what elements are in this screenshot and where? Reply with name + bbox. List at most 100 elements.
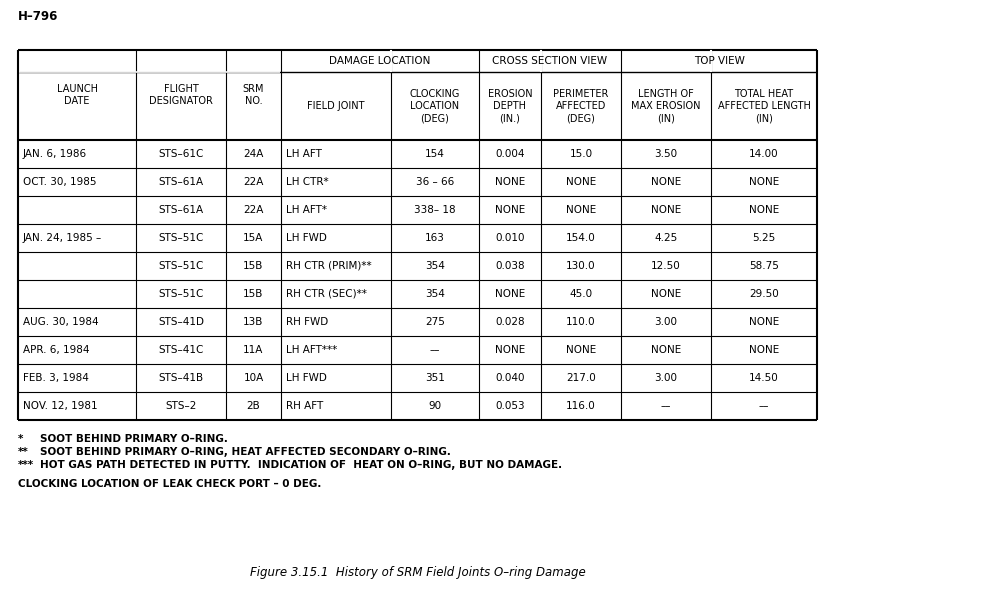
Text: EROSION
DEPTH
(IN.): EROSION DEPTH (IN.)	[488, 89, 532, 124]
Text: NONE: NONE	[651, 345, 681, 355]
Text: CROSS SECTION VIEW: CROSS SECTION VIEW	[493, 56, 607, 66]
Text: 22A: 22A	[243, 177, 264, 187]
Text: 4.25: 4.25	[655, 233, 677, 243]
Text: 13B: 13B	[243, 317, 264, 327]
Text: 338– 18: 338– 18	[414, 205, 456, 215]
Text: 0.004: 0.004	[495, 149, 525, 159]
Text: 15B: 15B	[243, 289, 264, 299]
Text: 154.0: 154.0	[566, 233, 596, 243]
Text: 275: 275	[425, 317, 445, 327]
Text: TOTAL HEAT
AFFECTED LENGTH
(IN): TOTAL HEAT AFFECTED LENGTH (IN)	[718, 89, 810, 124]
Text: 3.00: 3.00	[655, 373, 677, 383]
Text: 15.0: 15.0	[570, 149, 592, 159]
Text: NONE: NONE	[749, 177, 779, 187]
Text: RH CTR (PRIM)**: RH CTR (PRIM)**	[286, 261, 372, 271]
Text: 14.00: 14.00	[750, 149, 778, 159]
Text: FLIGHT
DESIGNATOR: FLIGHT DESIGNATOR	[149, 84, 213, 106]
Text: LH FWD: LH FWD	[286, 373, 327, 383]
Text: STS–61C: STS–61C	[158, 149, 204, 159]
Text: NONE: NONE	[651, 289, 681, 299]
Text: NONE: NONE	[494, 177, 525, 187]
Text: LH AFT*: LH AFT*	[286, 205, 327, 215]
Text: STS–41B: STS–41B	[158, 373, 204, 383]
Text: 14.50: 14.50	[749, 373, 779, 383]
Text: LH CTR*: LH CTR*	[286, 177, 328, 187]
Text: ––: ––	[759, 401, 769, 411]
Text: H–796: H–796	[18, 10, 58, 23]
Text: 154: 154	[425, 149, 445, 159]
Text: NONE: NONE	[749, 205, 779, 215]
Text: 116.0: 116.0	[566, 401, 596, 411]
Text: NONE: NONE	[651, 177, 681, 187]
Text: 5.25: 5.25	[753, 233, 775, 243]
Text: Figure 3.15.1  History of SRM Field Joints O–ring Damage: Figure 3.15.1 History of SRM Field Joint…	[249, 566, 585, 579]
Text: 58.75: 58.75	[749, 261, 779, 271]
Text: 110.0: 110.0	[566, 317, 595, 327]
Text: NONE: NONE	[749, 317, 779, 327]
Text: 15B: 15B	[243, 261, 264, 271]
Text: AUG. 30, 1984: AUG. 30, 1984	[23, 317, 99, 327]
Text: PERIMETER
AFFECTED
(DEG): PERIMETER AFFECTED (DEG)	[553, 89, 608, 124]
Text: APR. 6, 1984: APR. 6, 1984	[23, 345, 89, 355]
Text: 0.038: 0.038	[495, 261, 525, 271]
Text: CLOCKING LOCATION OF LEAK CHECK PORT – 0 DEG.: CLOCKING LOCATION OF LEAK CHECK PORT – 0…	[18, 479, 321, 489]
Text: NOV. 12, 1981: NOV. 12, 1981	[23, 401, 98, 411]
Text: 10A: 10A	[243, 373, 264, 383]
Text: ***: ***	[18, 460, 35, 470]
Text: 90: 90	[428, 401, 441, 411]
Text: STS–51C: STS–51C	[158, 233, 204, 243]
Text: 0.010: 0.010	[495, 233, 525, 243]
Text: RH CTR (SEC)**: RH CTR (SEC)**	[286, 289, 367, 299]
Text: SOOT BEHIND PRIMARY O–RING.: SOOT BEHIND PRIMARY O–RING.	[40, 434, 227, 444]
Text: FEB. 3, 1984: FEB. 3, 1984	[23, 373, 89, 383]
Text: NONE: NONE	[566, 345, 596, 355]
Text: SRM
NO.: SRM NO.	[242, 84, 264, 106]
Text: LH FWD: LH FWD	[286, 233, 327, 243]
Text: 22A: 22A	[243, 205, 264, 215]
Text: NONE: NONE	[566, 205, 596, 215]
Text: 163: 163	[425, 233, 445, 243]
Text: STS–51C: STS–51C	[158, 289, 204, 299]
Text: RH FWD: RH FWD	[286, 317, 328, 327]
Text: 15A: 15A	[243, 233, 264, 243]
Text: LAUNCH
DATE: LAUNCH DATE	[56, 84, 98, 106]
Text: TOP VIEW: TOP VIEW	[693, 56, 745, 66]
Text: 11A: 11A	[243, 345, 264, 355]
Text: STS–41D: STS–41D	[158, 317, 204, 327]
Text: CLOCKING
LOCATION
(DEG): CLOCKING LOCATION (DEG)	[409, 89, 460, 124]
Text: 0.040: 0.040	[495, 373, 525, 383]
Text: NONE: NONE	[494, 345, 525, 355]
Text: 3.50: 3.50	[655, 149, 677, 159]
Text: JAN. 24, 1985 –: JAN. 24, 1985 –	[23, 233, 102, 243]
Text: 0.028: 0.028	[495, 317, 525, 327]
Text: 2B: 2B	[246, 401, 260, 411]
Text: LH AFT: LH AFT	[286, 149, 321, 159]
Text: NONE: NONE	[494, 205, 525, 215]
Text: SOOT BEHIND PRIMARY O–RING, HEAT AFFECTED SECONDARY O–RING.: SOOT BEHIND PRIMARY O–RING, HEAT AFFECTE…	[40, 447, 451, 457]
Text: OCT. 30, 1985: OCT. 30, 1985	[23, 177, 97, 187]
Text: LENGTH OF
MAX EROSION
(IN): LENGTH OF MAX EROSION (IN)	[631, 89, 701, 124]
Text: RH AFT: RH AFT	[286, 401, 323, 411]
Text: LH AFT***: LH AFT***	[286, 345, 337, 355]
Text: ––: ––	[661, 401, 672, 411]
Text: 130.0: 130.0	[566, 261, 595, 271]
Text: 0.053: 0.053	[495, 401, 525, 411]
Text: JAN. 6, 1986: JAN. 6, 1986	[23, 149, 87, 159]
Text: STS–51C: STS–51C	[158, 261, 204, 271]
Text: 354: 354	[425, 261, 445, 271]
Text: 217.0: 217.0	[566, 373, 596, 383]
Text: 354: 354	[425, 289, 445, 299]
Text: 12.50: 12.50	[651, 261, 680, 271]
Text: 3.00: 3.00	[655, 317, 677, 327]
Text: STS–61A: STS–61A	[158, 177, 204, 187]
Text: 24A: 24A	[243, 149, 264, 159]
Text: HOT GAS PATH DETECTED IN PUTTY.  INDICATION OF  HEAT ON O–RING, BUT NO DAMAGE.: HOT GAS PATH DETECTED IN PUTTY. INDICATI…	[40, 460, 562, 470]
Text: **: **	[18, 447, 29, 457]
Text: 29.50: 29.50	[749, 289, 779, 299]
Text: ––: ––	[430, 345, 440, 355]
Text: 36 – 66: 36 – 66	[416, 177, 454, 187]
Text: NONE: NONE	[494, 289, 525, 299]
Text: STS–2: STS–2	[165, 401, 197, 411]
Text: NONE: NONE	[651, 205, 681, 215]
Text: STS–61A: STS–61A	[158, 205, 204, 215]
